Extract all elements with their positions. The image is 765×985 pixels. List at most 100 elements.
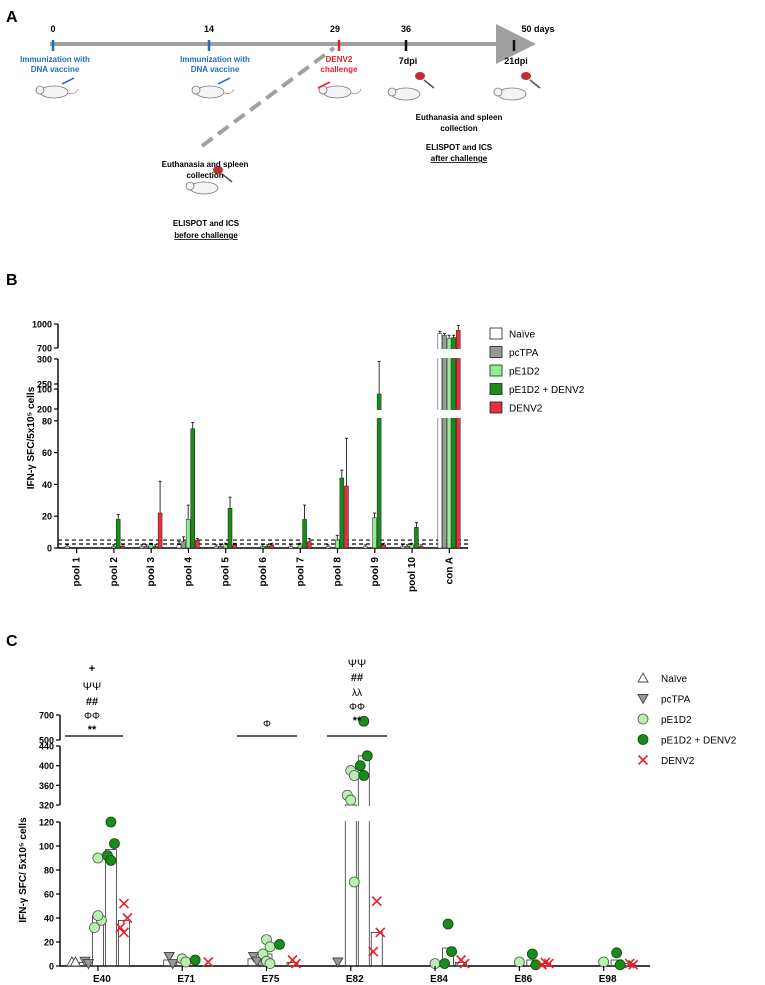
break-gap — [376, 410, 382, 418]
mouse-icon — [35, 77, 79, 99]
point-pe1d2 — [89, 922, 100, 933]
immunization-label-1b: DNA vaccine — [31, 65, 80, 74]
day-14-label: 14 — [204, 24, 214, 34]
mean-bar — [357, 755, 370, 967]
break-gap — [437, 410, 443, 418]
point-denv2 — [536, 959, 547, 970]
y-tick-label: 200 — [37, 405, 52, 415]
bar — [153, 546, 158, 549]
point-pe1d2 — [92, 852, 104, 864]
euth-after-2: collection — [440, 124, 477, 133]
legend-label: Naïve — [661, 674, 688, 685]
point-pe1d2-denv2 — [358, 715, 370, 727]
y-tick-label: 20 — [44, 938, 54, 948]
y-tick-label: 250 — [37, 380, 52, 390]
point-denv2 — [290, 958, 302, 969]
bar — [120, 546, 126, 549]
bar — [288, 546, 294, 549]
point-pe1d2 — [264, 958, 276, 969]
point-pe1d2-denv2 — [105, 855, 117, 866]
x-tick-label: pool 1 — [72, 557, 83, 587]
bar — [339, 477, 345, 549]
y-tick-label: 100 — [39, 842, 54, 852]
legend-label: pE1D2 + DENV2 — [661, 736, 737, 747]
bar — [190, 428, 196, 549]
challenge-label-a: DENV2 — [326, 55, 353, 64]
bar — [223, 544, 228, 549]
legend-swatch — [489, 401, 503, 414]
break-gap — [441, 349, 447, 358]
x-tick-label: pool 6 — [258, 557, 269, 587]
bar — [260, 546, 265, 549]
legend-label: pE1D2 — [661, 715, 692, 726]
point-pctpa — [163, 951, 175, 963]
x-tick-label: pool 4 — [183, 557, 194, 587]
point-pe1d2-denv2 — [442, 918, 454, 930]
legend-marker-pe1d2 — [637, 713, 649, 725]
day-29-label: 29 — [330, 24, 340, 34]
point-denv2 — [628, 959, 639, 970]
break-gap — [437, 349, 443, 358]
point-pe1d2 — [513, 956, 525, 968]
y-tick-label: 20 — [42, 512, 52, 522]
panel-b-ylabel: IFN-γ SFC/5x10⁵ cells — [26, 386, 37, 489]
significance-e82: ΨΨ ## λλ ΦΦ ** — [327, 658, 387, 737]
y-tick-label: 120 — [39, 818, 54, 828]
day-0-label: 0 — [50, 24, 55, 34]
bar — [446, 338, 452, 549]
legend-swatch — [489, 383, 503, 395]
point-pe1d2-denv2 — [109, 838, 120, 849]
dashed-connector — [200, 46, 336, 148]
euth-before-2: collection — [186, 171, 223, 180]
legend-swatch — [489, 327, 503, 340]
panel-c-label: C — [6, 633, 18, 650]
x-tick-label: E84 — [430, 974, 448, 985]
legend-marker-pe1d2-denv2 — [637, 734, 649, 745]
bar — [297, 544, 303, 549]
timeline-ticks — [51, 40, 516, 51]
break-gap — [441, 410, 447, 418]
point-pe1d2 — [345, 794, 357, 806]
bar — [442, 334, 447, 549]
bar — [213, 546, 219, 549]
break-gap — [357, 806, 371, 821]
y-tick-label: 700 — [37, 344, 52, 354]
sig-e40-3: ΦΦ — [84, 711, 100, 722]
point-denv2 — [115, 922, 126, 933]
x-tick-label: pool 8 — [333, 557, 344, 587]
day-50-label: 50 days — [521, 24, 554, 34]
bar — [227, 508, 233, 549]
y-tick-label: 700 — [39, 711, 54, 721]
mouse-icon — [191, 77, 235, 99]
mouse-icon — [185, 166, 233, 195]
bar — [363, 546, 368, 549]
point-pctpa — [166, 959, 179, 970]
bar — [456, 330, 461, 549]
point-denv2 — [118, 927, 129, 938]
panel-a: A 0 14 29 36 50 days Immunization with D… — [6, 9, 555, 240]
panel-b: B IFN-γ SFC/5x10⁵ cells 1000700300250200… — [6, 272, 585, 592]
challenge-label-b: challenge — [321, 65, 358, 74]
point-pe1d2-denv2 — [611, 947, 623, 959]
y-tick-label: 100 — [37, 385, 52, 395]
assay-after: ELISPOT and ICS — [426, 143, 493, 152]
x-tick-label: E82 — [346, 974, 364, 985]
point-pe1d2-denv2 — [614, 959, 626, 971]
sig-e82-3: ΦΦ — [349, 702, 365, 713]
bar — [265, 546, 270, 549]
break-gap — [344, 806, 358, 821]
legend-label: pE1D2 — [509, 367, 540, 378]
x-tick-label: con A — [444, 557, 455, 584]
y-tick-label: 500 — [39, 736, 54, 746]
point-pe1d2-denv2 — [105, 816, 117, 828]
sig-e40-4: ** — [88, 724, 97, 736]
point-pctpa — [82, 959, 95, 970]
legend-swatch — [489, 346, 503, 358]
point-pe1d2-denv2 — [354, 760, 366, 772]
y-tick-label: 320 — [39, 801, 54, 811]
bar — [195, 539, 200, 549]
bar — [306, 541, 312, 549]
y-tick-label: 0 — [47, 544, 52, 554]
bar — [176, 544, 182, 549]
panel-c-legend: Naïve pcTPA pE1D2 pE1D2 + DENV2 DENV2 — [637, 672, 737, 767]
